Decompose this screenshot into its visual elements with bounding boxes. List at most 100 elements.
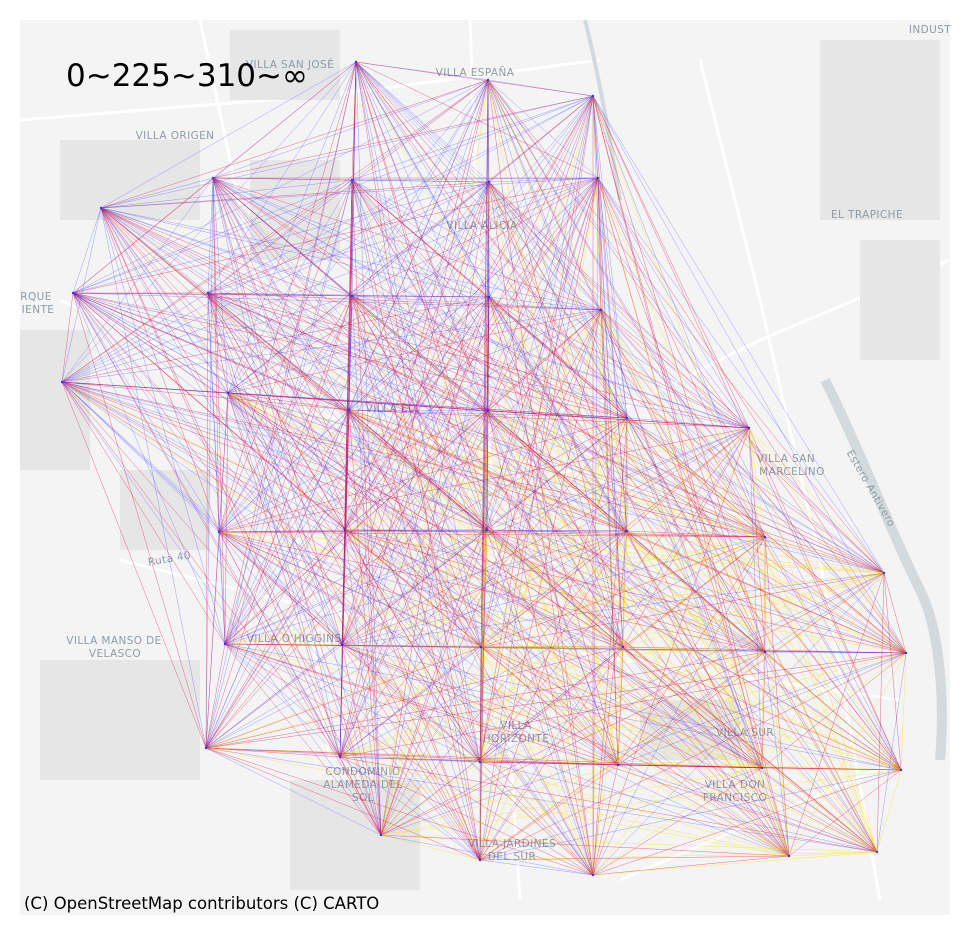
network-node (338, 755, 342, 759)
network-edge (348, 309, 602, 411)
network-edge (212, 177, 353, 181)
network-edge (592, 572, 885, 876)
network-edge (592, 851, 878, 876)
network-node (487, 295, 491, 299)
network-edge (339, 410, 489, 758)
network-edge (488, 177, 599, 183)
network-edge (479, 79, 489, 763)
network-edge (480, 646, 594, 876)
network-edge (72, 292, 628, 419)
network-edge (617, 651, 766, 766)
place-label-villa-san-marcelino: MARCELINO (759, 466, 825, 478)
network-edge (205, 296, 490, 749)
network-edge (876, 652, 907, 853)
network-edge (218, 177, 599, 533)
network-edge (348, 295, 353, 411)
network-edge (224, 409, 350, 645)
network-edge (100, 207, 220, 533)
network-edge (100, 207, 209, 294)
network-edge (207, 61, 357, 294)
network-edge (205, 531, 220, 749)
network-edge (748, 427, 902, 771)
place-label-condominio: ALAMEDA DEL (323, 779, 403, 791)
network-edge (348, 296, 490, 411)
network-edge (380, 767, 763, 836)
network-edge (597, 177, 885, 574)
network-node (217, 530, 221, 534)
network-edge (486, 529, 907, 654)
network-edge (479, 761, 878, 853)
network-edge (592, 855, 790, 876)
network-edge (61, 381, 902, 771)
network-edge (218, 392, 229, 533)
network-edge (622, 572, 885, 648)
network-node (379, 833, 383, 837)
network-edge (479, 651, 766, 861)
canal (583, 19, 622, 201)
network-edge (205, 644, 343, 749)
network-edge (339, 417, 628, 758)
network-edge (100, 79, 489, 209)
network-edge (355, 61, 488, 531)
network-edge (100, 207, 763, 769)
network-edge (380, 769, 902, 836)
network-edge (617, 652, 907, 766)
network-edge (227, 392, 628, 419)
network-edge (788, 851, 878, 857)
network-edge (339, 646, 624, 758)
network-edge (227, 392, 341, 758)
network-edge (212, 95, 594, 179)
network-node (599, 308, 603, 312)
network-edge (61, 381, 382, 836)
network-edge (205, 295, 353, 749)
network-edge (205, 652, 907, 749)
network-edge (351, 295, 885, 574)
network-edge (748, 427, 907, 654)
network-edge (61, 295, 353, 383)
river (820, 377, 947, 761)
network-edge (207, 177, 214, 294)
network-edge (351, 95, 594, 181)
network-edge (218, 79, 489, 533)
network-edge (479, 764, 619, 861)
network-edge (72, 292, 766, 538)
network-edge (341, 410, 489, 646)
network-node (882, 571, 886, 575)
network-edge (341, 536, 766, 646)
network-edge (207, 177, 599, 294)
network-edge (597, 177, 628, 419)
network-edge (761, 652, 907, 769)
network-edge (351, 179, 790, 857)
network-edge (100, 179, 353, 209)
network-edge (100, 207, 490, 298)
network-edge (72, 292, 488, 531)
network-edge (207, 292, 628, 419)
network-node (763, 535, 767, 539)
network-edge (480, 646, 907, 654)
network-edge (479, 652, 907, 763)
network-edge (218, 410, 489, 533)
network-edge (205, 417, 628, 749)
network-edge (380, 646, 482, 836)
network-node (350, 294, 354, 298)
network-edge (72, 292, 226, 645)
network-edge (480, 530, 628, 648)
network-edge (100, 61, 357, 209)
network-edge (761, 767, 878, 853)
network-edge (479, 767, 763, 861)
network-edge (479, 427, 750, 763)
network-edge (380, 530, 628, 836)
network-edge (61, 381, 488, 531)
network-edge (344, 529, 766, 653)
network-edge (351, 295, 594, 876)
network-edge (355, 61, 624, 648)
network-edge (488, 296, 628, 532)
network-edge (351, 295, 489, 412)
network-node (875, 850, 879, 854)
network-edge (227, 392, 382, 836)
network-edge (487, 410, 790, 857)
network-edge (479, 761, 594, 876)
network-edge (355, 61, 885, 574)
network-edge (224, 643, 878, 853)
